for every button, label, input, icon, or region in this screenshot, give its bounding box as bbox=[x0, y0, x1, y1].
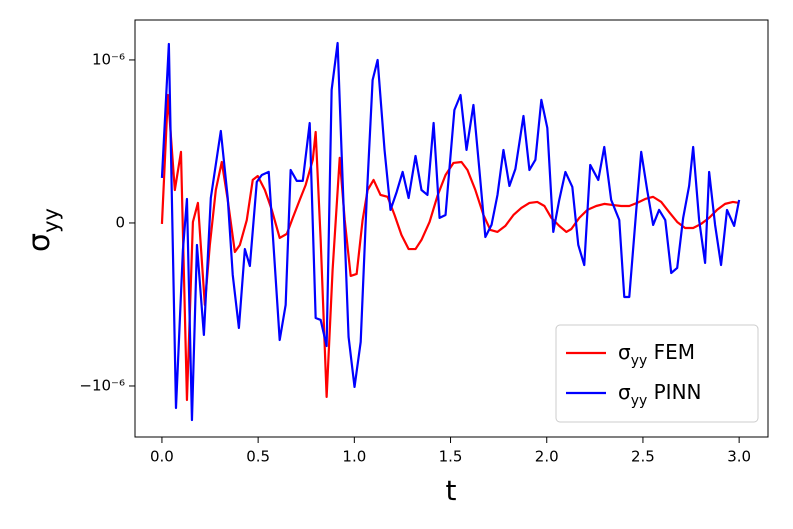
plot-frame bbox=[134, 19, 769, 438]
series-line bbox=[160, 41, 741, 422]
series-line bbox=[160, 93, 740, 402]
y-tick-label: 10⁻⁶ bbox=[92, 50, 125, 68]
y-tick-label: 0 bbox=[115, 213, 125, 231]
x-axis-label: t bbox=[446, 474, 457, 507]
x-tick-label: 1.5 bbox=[439, 448, 463, 466]
x-tick-label: 0.5 bbox=[246, 448, 270, 466]
y-tick-label: −10⁻⁶ bbox=[79, 376, 125, 394]
legend-label: σyy FEM bbox=[618, 340, 695, 370]
x-tick-label: 2.5 bbox=[631, 448, 655, 466]
x-tick-label: 2.0 bbox=[535, 448, 559, 466]
y-axis-label: σyy bbox=[22, 208, 64, 252]
legend-box bbox=[555, 324, 759, 423]
legend-label: σyy PINN bbox=[618, 380, 702, 410]
x-tick-label: 3.0 bbox=[727, 448, 751, 466]
x-tick-label: 1.0 bbox=[342, 448, 366, 466]
x-tick-label: 0.0 bbox=[150, 448, 174, 466]
